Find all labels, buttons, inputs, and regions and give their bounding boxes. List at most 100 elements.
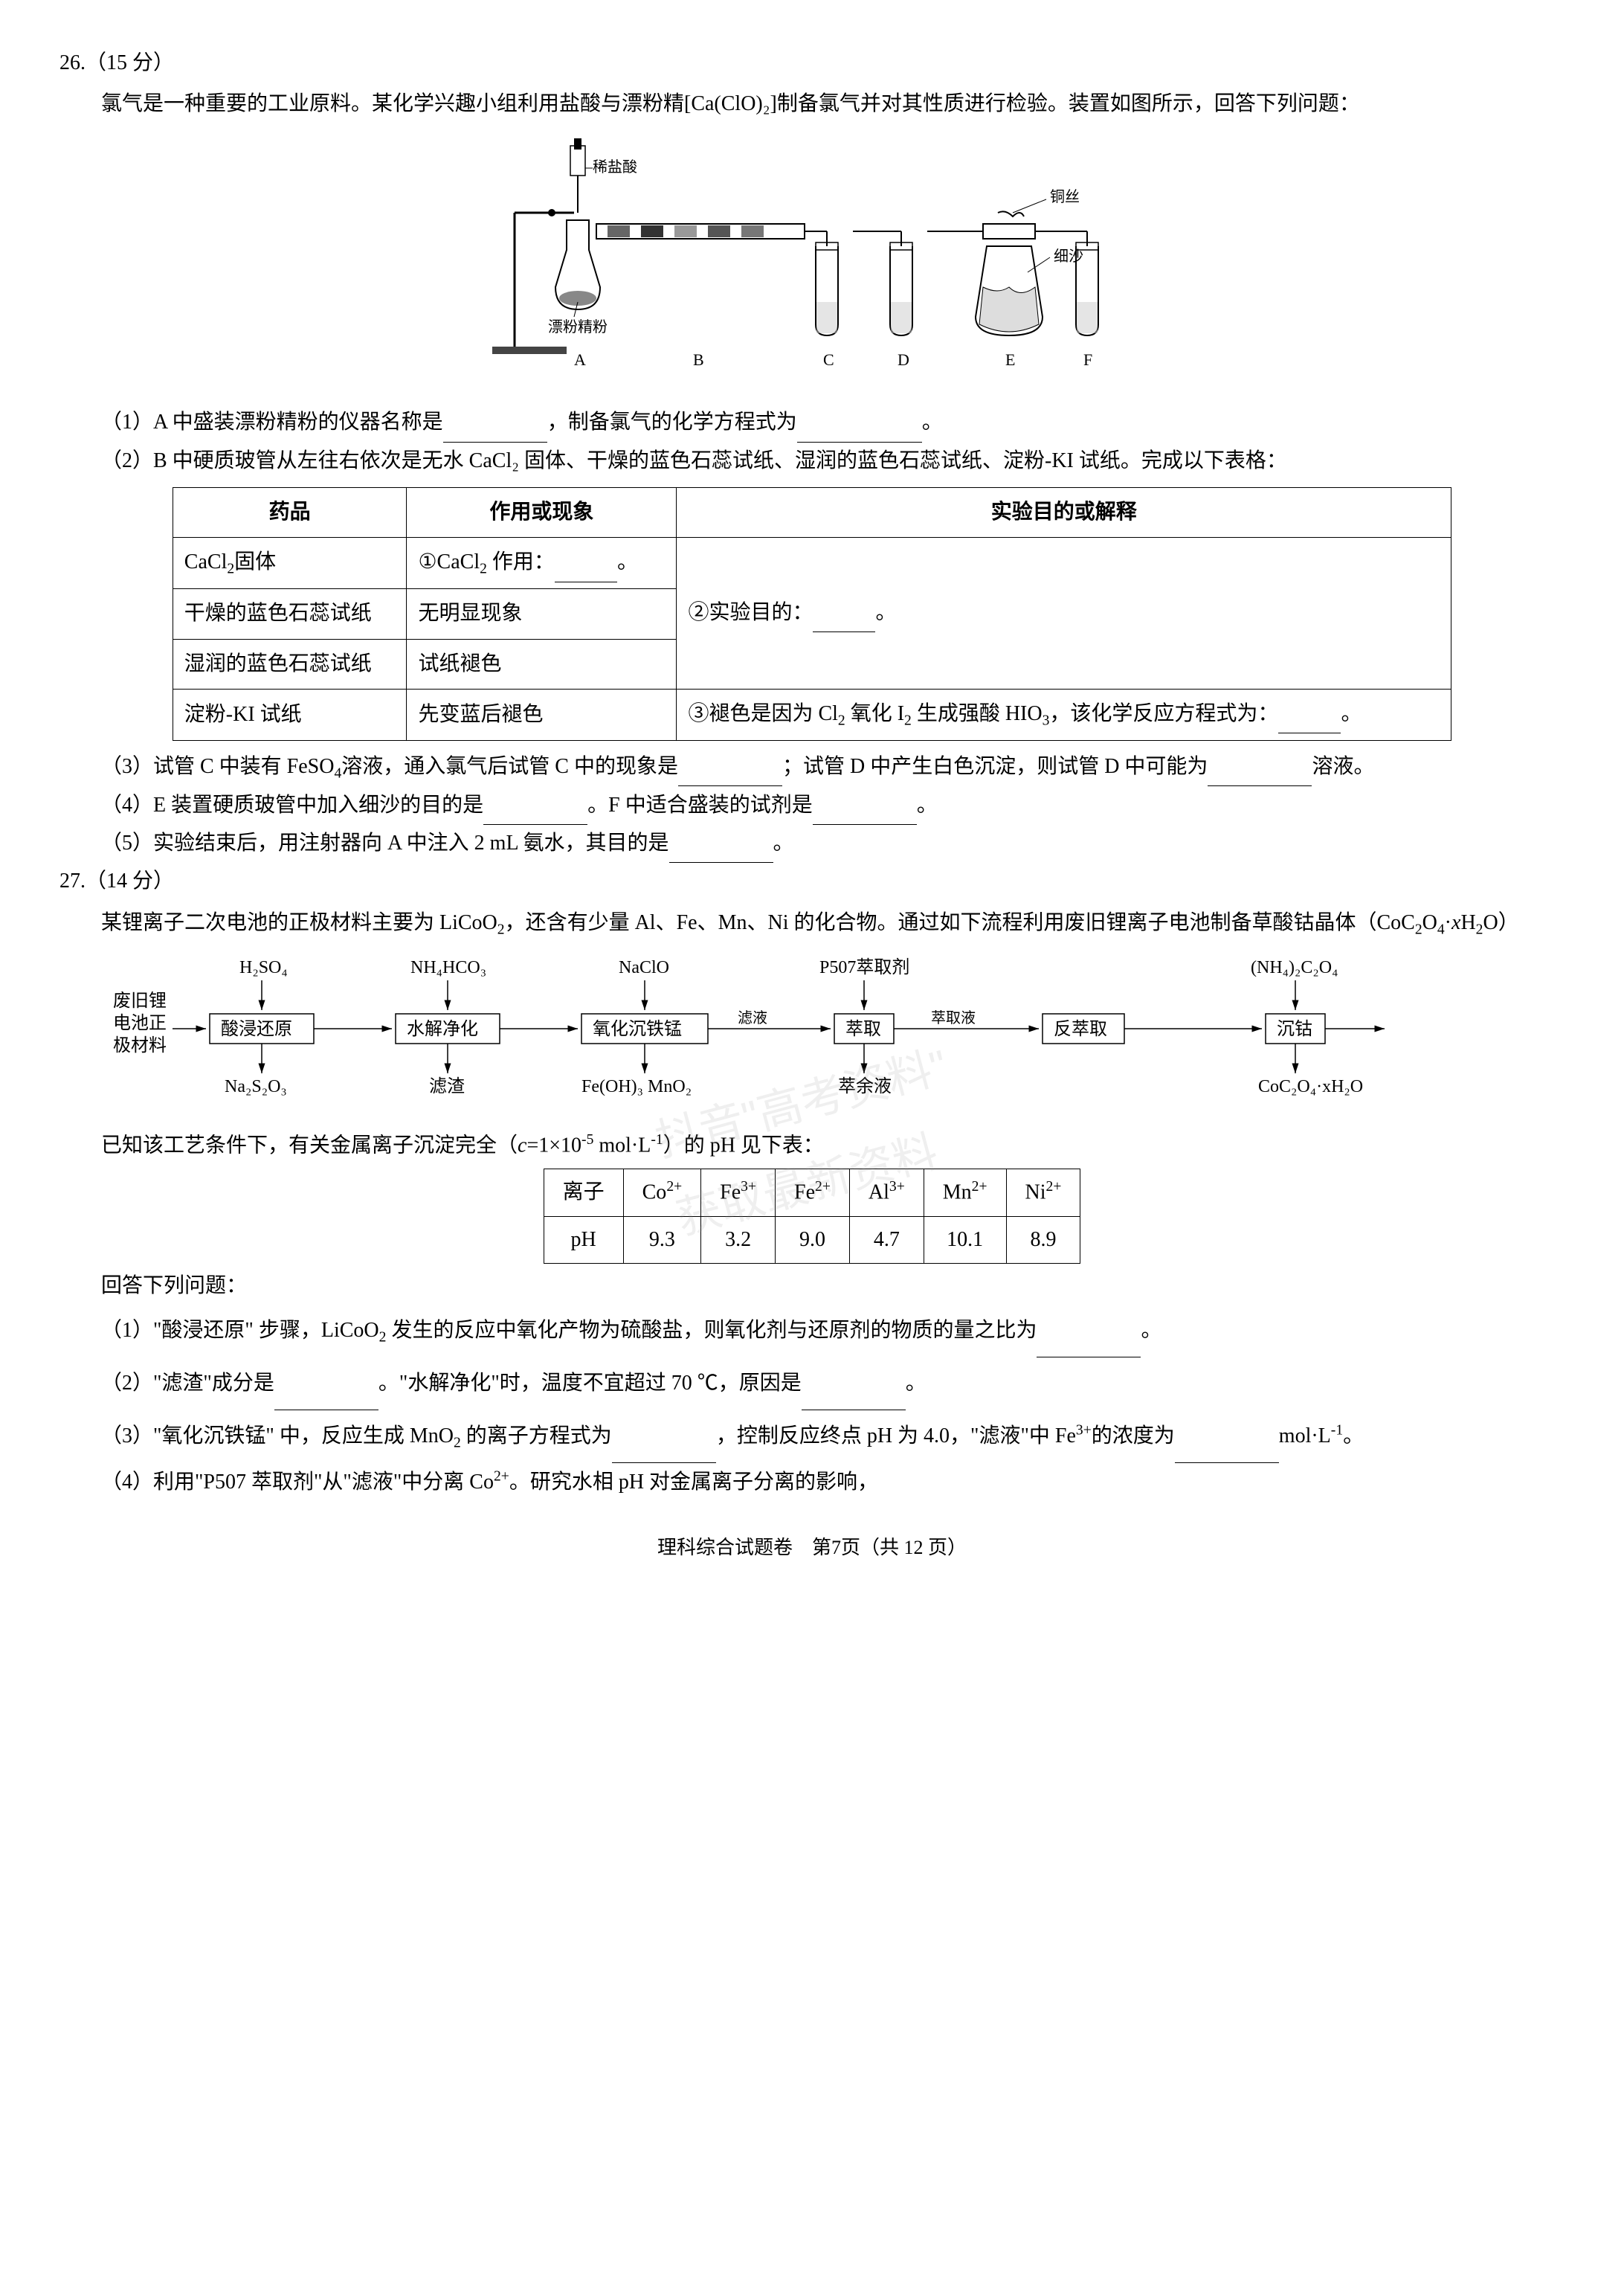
blank — [813, 787, 917, 825]
q27-sub1: （1）"酸浸还原" 步骤，LiCoO2 发生的反应中氧化产物为硫酸盐，则氧化剂与… — [59, 1305, 1565, 1357]
ph-val: 3.2 — [701, 1216, 776, 1263]
text: 。 — [906, 1372, 927, 1395]
q27-ph-intro: 已知该工艺条件下，有关金属离子沉淀完全（c=1×10-5 mol·L-1）的 p… — [59, 1127, 1565, 1165]
text: ；试管 D 中产生白色沉淀，则试管 D 中可能为 — [782, 755, 1208, 778]
ph-ion: Fe3+ — [701, 1169, 776, 1216]
ph-ion: Ni2+ — [1006, 1169, 1080, 1216]
flow-mid: 萃取液 — [931, 1009, 976, 1026]
flowchart: 废旧锂 电池正 极材料 H₂SO₄ NH₄HCO₃ NaClO P507萃取剂 … — [59, 954, 1565, 1116]
reagent-table: 药品 作用或现象 实验目的或解释 CaCl2固体 ①CaCl2 作用： 。 ②实… — [173, 487, 1451, 741]
text: mol·L-1。 — [1279, 1424, 1364, 1447]
text: 。"水解净化"时，温度不宜超过 70 ℃，原因是 — [378, 1372, 802, 1395]
text: （3）"氧化沉铁锰" 中，反应生成 MnO2 的离子方程式为 — [101, 1424, 612, 1447]
apparatus-svg: 稀盐酸 漂粉精粉 A B — [477, 138, 1147, 376]
cell-r3c2: 试纸褪色 — [407, 639, 677, 689]
blank — [443, 404, 547, 442]
label-piaofenjingfen: 漂粉精粉 — [548, 318, 608, 335]
q26-sub5: （5）实验结束后，用注射器向 A 中注入 2 mL 氨水，其目的是 。 — [59, 825, 1565, 863]
th-purpose: 实验目的或解释 — [677, 487, 1451, 537]
text: 。 — [773, 832, 794, 855]
label-F: F — [1083, 350, 1092, 369]
th-reagent: 药品 — [173, 487, 407, 537]
label-D: D — [898, 350, 909, 369]
blank — [1208, 748, 1312, 786]
cell-r1c2: ①CaCl2 作用： 。 — [407, 538, 677, 589]
flow-bottom: Fe(OH)₃ MnO₂ — [581, 1077, 692, 1096]
blank — [612, 1410, 716, 1463]
q26-sub1: （1）A 中盛装漂粉精粉的仪器名称是 ，制备氯气的化学方程式为 。 — [59, 404, 1565, 442]
flow-top: (NH₄)₂C₂O₄ — [1251, 958, 1338, 977]
ph-val: 10.1 — [924, 1216, 1006, 1263]
ph-val: 8.9 — [1006, 1216, 1080, 1263]
ph-val: 9.0 — [776, 1216, 850, 1263]
ph-ion: Mn2+ — [924, 1169, 1006, 1216]
th-effect: 作用或现象 — [407, 487, 677, 537]
blank — [1037, 1305, 1141, 1357]
question-27: 27.（14 分） 某锂离子二次电池的正极材料主要为 LiCoO2，还含有少量 … — [59, 863, 1565, 1501]
cell-r3c1: 湿润的蓝色石蕊试纸 — [173, 639, 407, 689]
page-footer: 理科综合试题卷 第7页（共 12 页） — [59, 1531, 1565, 1566]
text: （4）E 装置硬质玻管中加入细沙的目的是 — [101, 794, 483, 817]
blank — [678, 748, 782, 786]
ph-ion: Al3+ — [849, 1169, 924, 1216]
q26-header: 26.（15 分） — [59, 45, 1565, 82]
q26-sub1-mid: ，制备氯气的化学方程式为 — [547, 411, 797, 434]
cell-r4c2: 先变蓝后褪色 — [407, 689, 677, 740]
flow-box: 沉钴 — [1277, 1019, 1312, 1039]
q26-sub4: （4）E 装置硬质玻管中加入细沙的目的是 。F 中适合盛装的试剂是 。 — [59, 787, 1565, 825]
q26-sub1-end: 。 — [922, 411, 943, 434]
cell-r2c1: 干燥的蓝色石蕊试纸 — [173, 589, 407, 639]
blank — [1175, 1410, 1279, 1463]
flow-input: 电池正 — [113, 1013, 167, 1033]
flow-bottom: 滤渣 — [429, 1076, 465, 1096]
ph-label: pH — [544, 1216, 623, 1263]
blank — [555, 544, 617, 582]
cell-r4c1: 淀粉-KI 试纸 — [173, 689, 407, 740]
flow-box: 氧化沉铁锰 — [593, 1019, 682, 1039]
text: （5）实验结束后，用注射器向 A 中注入 2 mL 氨水，其目的是 — [101, 832, 669, 855]
q27-sub4: （4）利用"P507 萃取剂"从"滤液"中分离 Co2+。研究水相 pH 对金属… — [59, 1463, 1565, 1501]
text: （2）"滤渣"成分是 — [101, 1372, 274, 1395]
ph-header: 离子 — [544, 1169, 623, 1216]
flow-input: 极材料 — [113, 1035, 167, 1055]
flow-bottom: CoC₂O₄·xH₂O — [1258, 1077, 1363, 1096]
cell-r1c3: ②实验目的： 。 — [677, 538, 1451, 690]
flow-top: P507萃取剂 — [819, 957, 909, 977]
blank — [797, 404, 922, 442]
blank — [483, 787, 587, 825]
flow-input: 废旧锂 — [113, 991, 167, 1011]
ph-ion: Co2+ — [623, 1169, 701, 1216]
ph-ion: Fe2+ — [776, 1169, 850, 1216]
label-tongsi: 铜丝 — [1050, 188, 1080, 205]
blank — [813, 594, 875, 632]
q27-sub3: （3）"氧化沉铁锰" 中，反应生成 MnO2 的离子方程式为 ，控制反应终点 p… — [59, 1410, 1565, 1463]
ph-val: 9.3 — [623, 1216, 701, 1263]
text: 。F 中适合盛装的试剂是 — [587, 794, 813, 817]
q26-sub2-intro: （2）B 中硬质玻管从左往右依次是无水 CaCl₂ 固体、干燥的蓝色石蕊试纸、湿… — [59, 443, 1565, 480]
label-B: B — [693, 350, 704, 369]
cell-r2c2: 无明显现象 — [407, 589, 677, 639]
flow-top: H₂SO₄ — [239, 958, 288, 977]
text: 。 — [1141, 1319, 1161, 1342]
label-E: E — [1005, 350, 1015, 369]
blank — [802, 1357, 906, 1410]
text: 溶液。 — [1312, 755, 1374, 778]
flow-box: 酸浸还原 — [221, 1019, 292, 1039]
text: （3）试管 C 中装有 FeSO4溶液，通入氯气后试管 C 中的现象是 — [101, 755, 678, 778]
question-26: 26.（15 分） 氯气是一种重要的工业原料。某化学兴趣小组利用盐酸与漂粉精[C… — [59, 45, 1565, 863]
blank — [274, 1357, 378, 1410]
blank — [669, 825, 773, 863]
q26-intro: 氯气是一种重要的工业原料。某化学兴趣小组利用盐酸与漂粉精[Ca(ClO)₂]制备… — [59, 86, 1565, 123]
blank — [1278, 695, 1341, 733]
label-C: C — [823, 350, 834, 369]
q27-header: 27.（14 分） — [59, 863, 1565, 900]
cell-r4c3: ③褪色是因为 Cl2 氧化 I2 生成强酸 HIO3，该化学反应方程式为： 。 — [677, 689, 1451, 740]
flow-top: NaClO — [619, 958, 669, 977]
flow-bottom: Na₂S₂O₃ — [225, 1077, 287, 1096]
apparatus-diagram: 稀盐酸 漂粉精粉 A B — [59, 138, 1565, 389]
q26-sub3: （3）试管 C 中装有 FeSO4溶液，通入氯气后试管 C 中的现象是 ；试管 … — [59, 748, 1565, 787]
flow-mid: 滤液 — [738, 1009, 767, 1026]
q27-intro: 某锂离子二次电池的正极材料主要为 LiCoO2，还含有少量 Al、Fe、Mn、N… — [59, 904, 1565, 943]
flow-box: 反萃取 — [1054, 1019, 1107, 1039]
label-A: A — [574, 350, 586, 369]
